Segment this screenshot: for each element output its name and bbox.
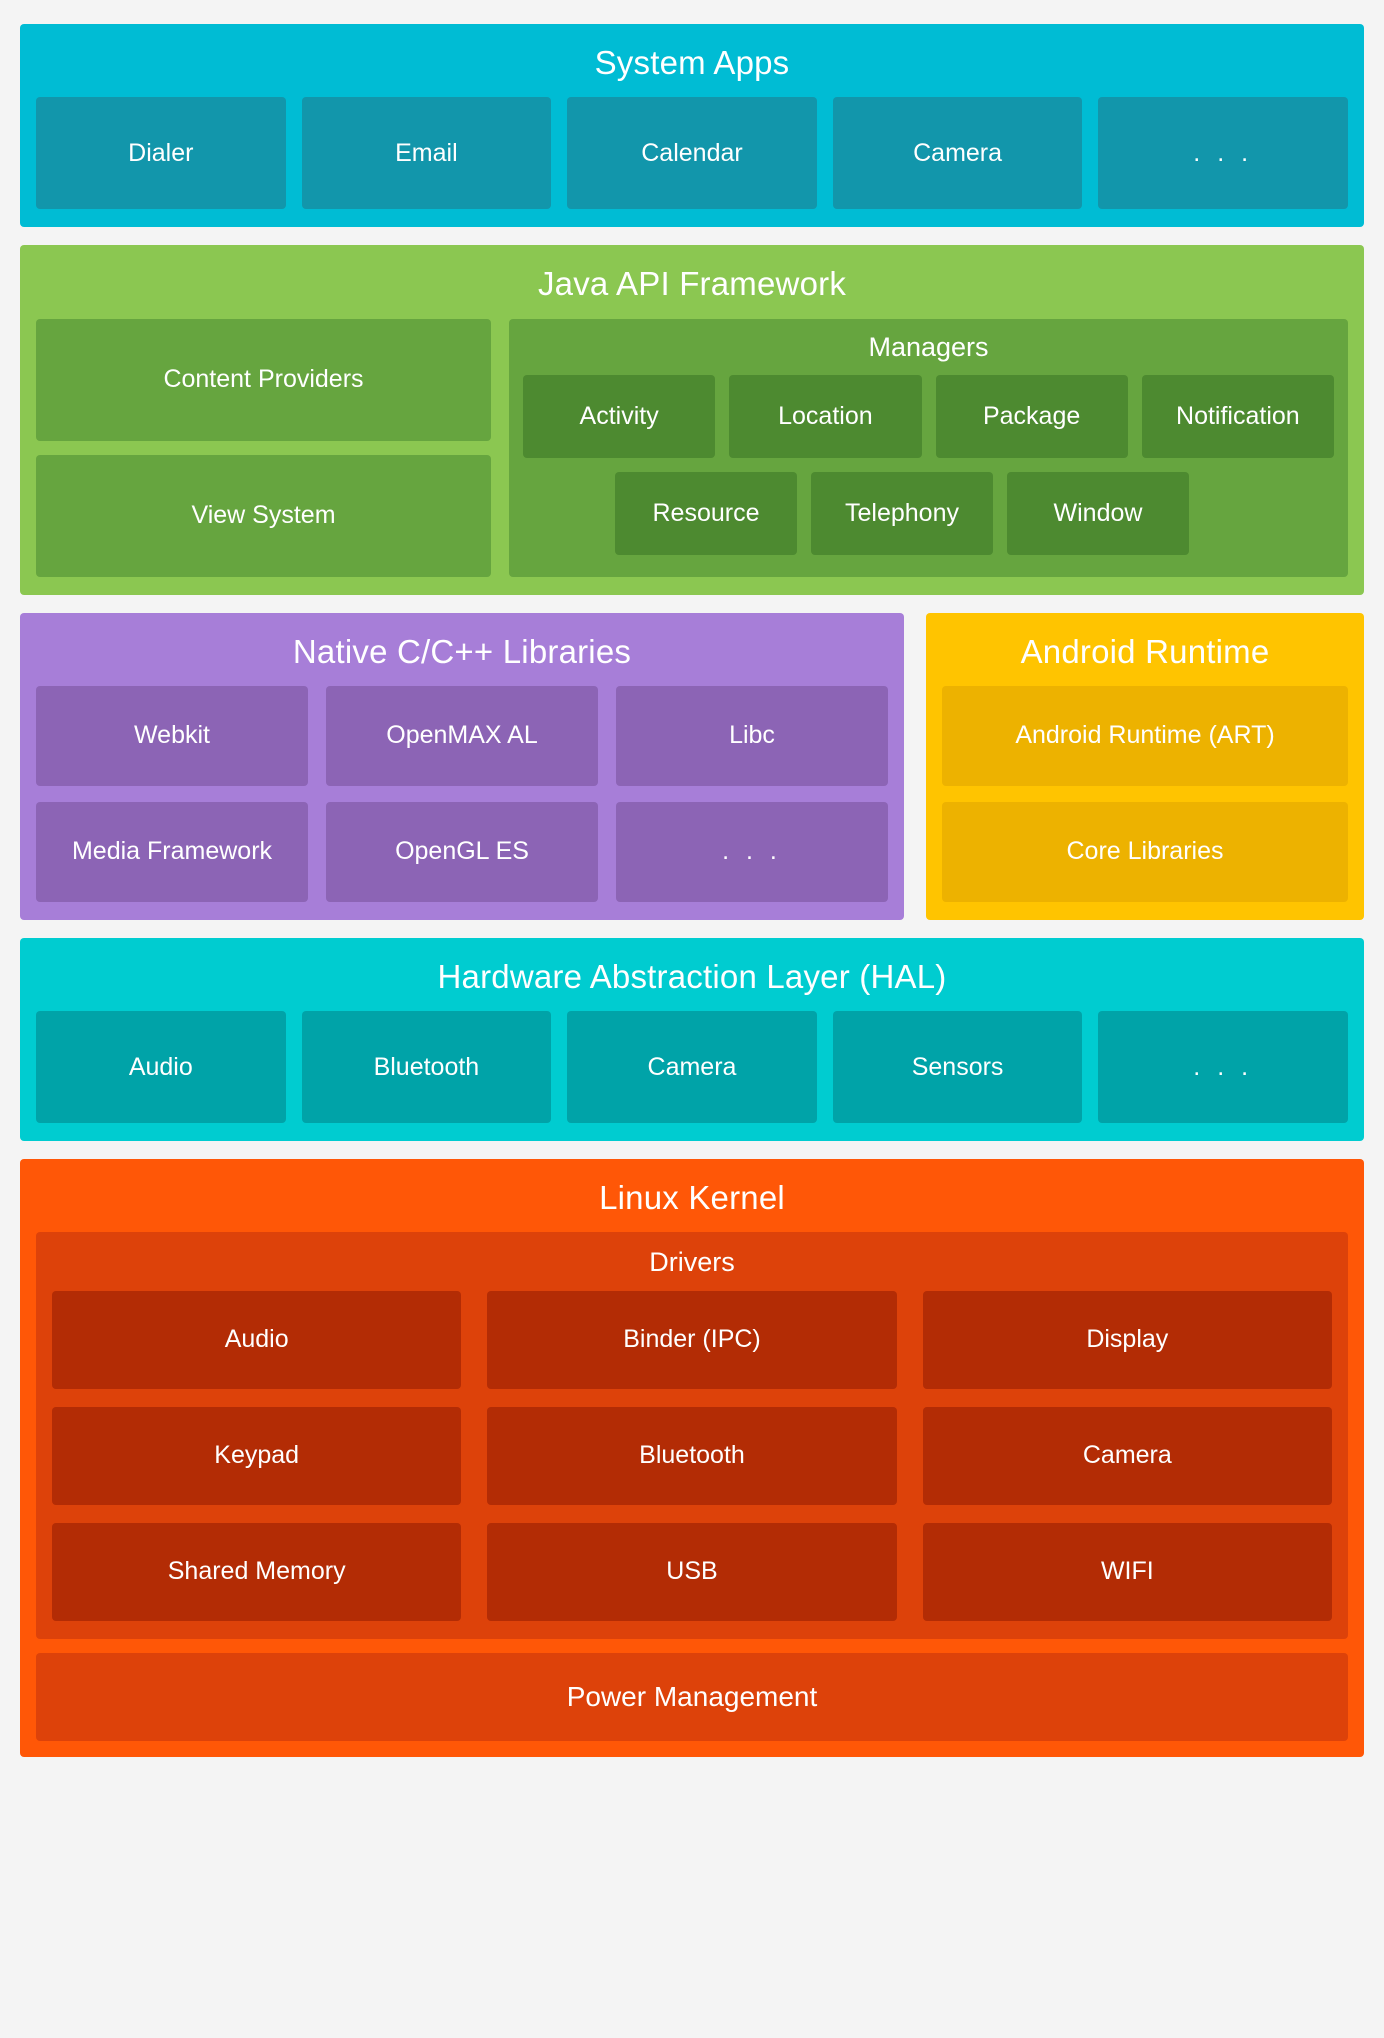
system-apps-title: System Apps [594, 44, 790, 81]
middle-layer-group: Native C/C++ Libraries Webkit OpenMAX AL… [20, 612, 1364, 920]
android-runtime-title: Android Runtime [1020, 632, 1270, 670]
runtime-tile-core-libraries[interactable]: Core Libraries [942, 801, 1348, 902]
manager-tile-location[interactable]: Location [729, 374, 922, 458]
driver-tile-binder-ipc[interactable]: Binder (IPC) [487, 1290, 897, 1389]
layer-hal: Hardware Abstraction Layer (HAL) Audio B… [20, 937, 1364, 1141]
driver-tile-display[interactable]: Display [922, 1290, 1332, 1389]
manager-tile-notification[interactable]: Notification [1141, 374, 1334, 458]
drivers-title: Drivers [649, 1247, 735, 1278]
managers-title: Managers [868, 331, 989, 362]
layer-linux-kernel: Linux Kernel Drivers Audio Binder (IPC) … [20, 1159, 1364, 1757]
driver-tile-shared-memory[interactable]: Shared Memory [52, 1522, 462, 1621]
native-tile-opengl-es[interactable]: OpenGL ES [326, 801, 598, 902]
power-management-tile[interactable]: Power Management [36, 1652, 1348, 1741]
native-tile-media-framework[interactable]: Media Framework [36, 801, 308, 902]
java-api-framework-columns: Content Providers View System Managers A… [36, 318, 1348, 577]
manager-tile-telephony[interactable]: Telephony [811, 471, 993, 555]
hal-tile-row: Audio Bluetooth Camera Sensors . . . [36, 1011, 1348, 1123]
driver-tile-keypad[interactable]: Keypad [52, 1406, 462, 1505]
java-api-framework-left-column: Content Providers View System [36, 318, 491, 577]
hal-tile-audio[interactable]: Audio [36, 1011, 286, 1123]
layer-java-api-framework: Java API Framework Content Providers Vie… [20, 245, 1364, 595]
drivers-row-2: Keypad Bluetooth Camera [52, 1406, 1332, 1505]
layer-system-apps: System Apps Dialer Email Calendar Camera… [20, 24, 1364, 228]
managers-row-1: Activity Location Package Notification [523, 374, 1334, 458]
hal-tile-bluetooth[interactable]: Bluetooth [301, 1011, 552, 1123]
native-tile-webkit[interactable]: Webkit [36, 685, 308, 786]
native-libraries-title: Native C/C++ Libraries [292, 632, 632, 670]
layer-native-libraries: Native C/C++ Libraries Webkit OpenMAX AL… [20, 612, 904, 920]
system-apps-tile-camera[interactable]: Camera [832, 97, 1083, 210]
managers-group: Managers Activity Location Package Notif… [509, 318, 1348, 577]
managers-row-2: Resource Telephony Window [523, 471, 1334, 555]
driver-tile-bluetooth[interactable]: Bluetooth [487, 1406, 897, 1505]
native-libraries-row-2: Media Framework OpenGL ES . . . [36, 801, 888, 902]
layer-android-runtime: Android Runtime Android Runtime (ART) Co… [926, 612, 1364, 920]
java-tile-content-providers[interactable]: Content Providers [36, 318, 491, 441]
native-tile-openmax-al[interactable]: OpenMAX AL [326, 685, 598, 786]
hal-tile-more[interactable]: . . . [1098, 1011, 1348, 1123]
drivers-group: Drivers Audio Binder (IPC) Display Keypa… [36, 1232, 1348, 1639]
system-apps-tile-calendar[interactable]: Calendar [567, 97, 817, 210]
native-libraries-row-1: Webkit OpenMAX AL Libc [36, 685, 888, 786]
native-tile-libc[interactable]: Libc [616, 685, 888, 786]
drivers-row-1: Audio Binder (IPC) Display [52, 1290, 1332, 1389]
driver-tile-audio[interactable]: Audio [52, 1290, 462, 1389]
hal-tile-sensors[interactable]: Sensors [832, 1011, 1083, 1123]
driver-tile-camera[interactable]: Camera [922, 1406, 1332, 1505]
hal-title: Hardware Abstraction Layer (HAL) [437, 957, 947, 995]
linux-kernel-title: Linux Kernel [599, 1179, 785, 1216]
hal-tile-camera[interactable]: Camera [567, 1011, 817, 1123]
system-apps-tile-row: Dialer Email Calendar Camera . . . [36, 97, 1348, 210]
driver-tile-usb[interactable]: USB [487, 1522, 897, 1621]
native-tile-more[interactable]: . . . [616, 801, 888, 902]
system-apps-tile-dialer[interactable]: Dialer [36, 97, 286, 210]
java-api-framework-title: Java API Framework [537, 265, 847, 303]
manager-tile-activity[interactable]: Activity [523, 374, 716, 458]
drivers-row-3: Shared Memory USB WIFI [52, 1522, 1332, 1621]
runtime-tile-art[interactable]: Android Runtime (ART) [942, 685, 1348, 786]
system-apps-tile-more[interactable]: . . . [1098, 97, 1348, 210]
system-apps-tile-email[interactable]: Email [301, 97, 552, 210]
manager-tile-window[interactable]: Window [1007, 471, 1189, 555]
manager-tile-resource[interactable]: Resource [615, 471, 797, 555]
manager-tile-package[interactable]: Package [935, 374, 1128, 458]
java-tile-view-system[interactable]: View System [36, 454, 491, 577]
driver-tile-wifi[interactable]: WIFI [922, 1522, 1332, 1621]
